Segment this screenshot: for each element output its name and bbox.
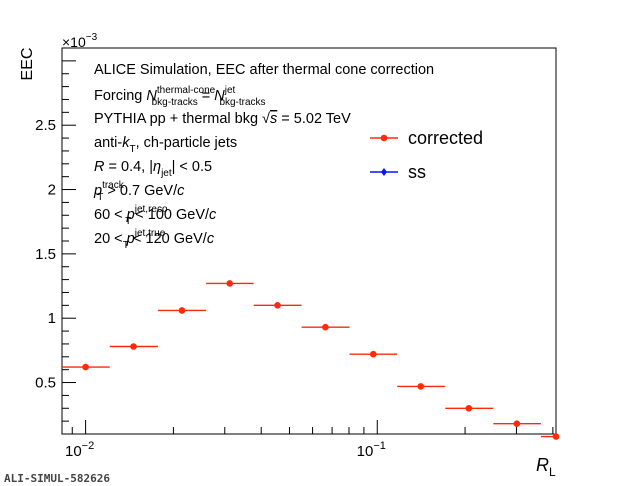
annotation-line: 20 < pjet,true T < 120 GeV/c <box>94 228 215 251</box>
y-axis-label: EEC <box>19 48 36 81</box>
axis-labels-layer: EEC ×10−3 RL <box>19 32 556 479</box>
annotation-line: ALICE Simulation, EEC after thermal cone… <box>94 62 434 78</box>
data-point <box>274 302 281 309</box>
annotation-line: 60 < pjet,reco T < 100 GeV/c <box>94 204 217 227</box>
annotation-line: PYTHIA pp + thermal bkg √s = 5.02 TeV <box>94 111 351 127</box>
y-tick-label: 2 <box>48 182 56 199</box>
data-point <box>513 420 521 428</box>
data-point <box>369 350 377 358</box>
legend-entry-ss: ss <box>370 162 426 182</box>
y-tick-label: 1 <box>48 310 56 327</box>
annotation-block: ALICE Simulation, EEC after thermal cone… <box>93 62 434 251</box>
data-point <box>226 280 234 287</box>
legend-marker <box>380 134 388 142</box>
y-axis-multiplier: ×10−3 <box>62 32 98 50</box>
y-tick-label: 0.5 <box>35 375 56 392</box>
legend-label: corrected <box>408 128 483 148</box>
data-point <box>82 363 89 371</box>
y-tick-label: 1.5 <box>35 246 56 263</box>
data-point <box>322 323 329 331</box>
annotation-line: ptrack T > 0.7 GeV/c <box>93 180 185 203</box>
x-axis-label: RL <box>536 455 556 479</box>
series-corrected <box>62 280 560 440</box>
legend: corrected ss <box>370 128 483 182</box>
annotation-line: anti-kT, ch-particle jets <box>94 135 237 155</box>
annotation-line: R = 0.4, |ηjet| < 0.5 <box>94 159 212 179</box>
ticks-layer: 0.5 1 1.5 2 2.5 10−2 10−1 <box>35 47 554 460</box>
x-tick-label: 10−2 <box>65 440 94 460</box>
data-point <box>465 404 473 412</box>
data-point <box>130 343 137 350</box>
legend-marker <box>381 168 387 176</box>
data-point <box>178 307 186 314</box>
data-point <box>417 383 425 390</box>
annotation-line: Forcing Nthermal-cone bkg-tracks = Njet bk… <box>94 85 266 108</box>
footer-id: ALI-SIMUL-582626 <box>4 472 110 485</box>
x-tick-label: 10−1 <box>357 440 386 460</box>
legend-label: ss <box>408 162 426 182</box>
y-tick-label: 2.5 <box>35 117 56 134</box>
data-layer <box>62 280 560 440</box>
data-point <box>552 433 560 440</box>
legend-entry-corrected: corrected <box>370 128 483 148</box>
